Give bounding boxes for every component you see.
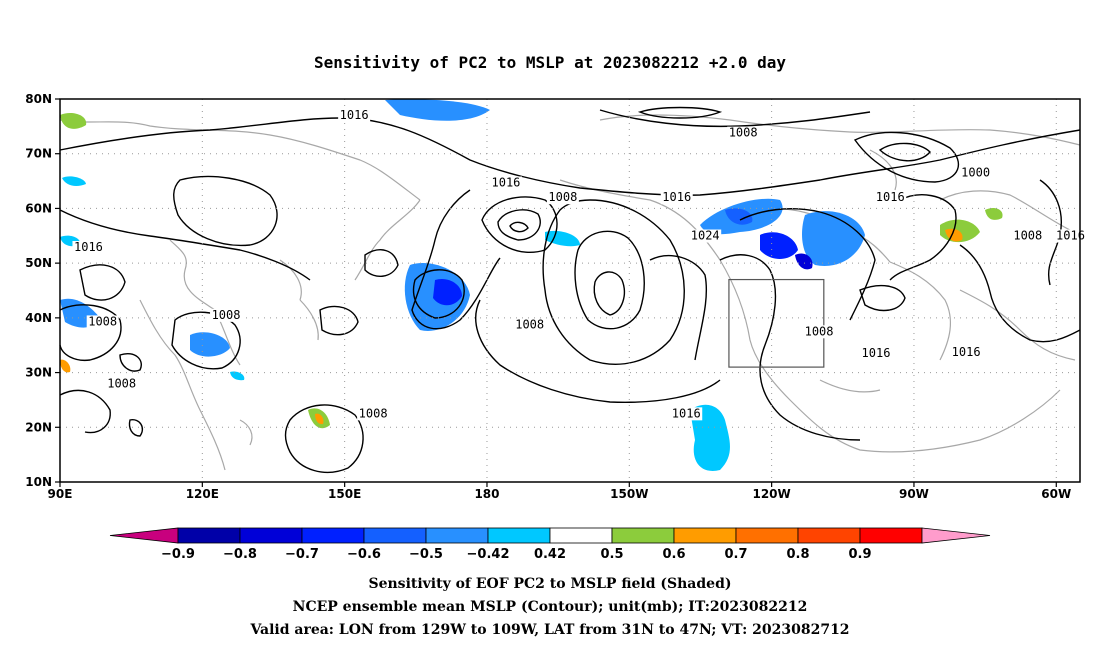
contour-label: 1008 — [1013, 229, 1042, 243]
lat-tick-label: 50N — [25, 256, 52, 270]
contour-label: 1008 — [515, 318, 544, 332]
contour-label-bg — [105, 377, 138, 391]
gridlines — [60, 99, 1080, 482]
contour-label-bg — [950, 346, 983, 360]
map-border — [59, 98, 1081, 483]
colorbar-label: −0.6 — [347, 547, 381, 562]
mslp-contours — [59, 106, 1081, 473]
colorbar-label: −0.8 — [223, 547, 257, 562]
colorbar-label: 0.42 — [534, 547, 566, 562]
lat-tick-label: 30N — [25, 366, 52, 380]
contour-label-bg — [72, 241, 105, 255]
colorbar-label: 0.9 — [848, 547, 871, 562]
contour-label: 1016 — [340, 108, 369, 122]
contour-label: 1008 — [805, 324, 834, 338]
valid-area-box — [728, 278, 825, 368]
contour-label-bg — [860, 347, 892, 361]
contour-label-bg — [86, 315, 119, 329]
colorbar-high-arrow — [921, 527, 991, 544]
contour-labels: 1016 1008 1000 1016 1016 1008 1016 1024 1016 1008… — [72, 108, 1087, 421]
figure-title: Sensitivity of PC2 to MSLP at 2023082212… — [314, 53, 786, 72]
colorbar-label: −0.42 — [467, 547, 510, 562]
colorbar-segment — [425, 527, 489, 544]
contour-label: 1008 — [88, 314, 117, 328]
contour-label-bg — [689, 229, 722, 243]
colorbar-low-arrow — [109, 527, 179, 544]
lon-tick-label: 150E — [328, 487, 361, 501]
contour-label: 1016 — [952, 345, 981, 359]
colorbar-segment — [797, 527, 861, 544]
lat-tick-label: 20N — [25, 420, 52, 434]
lat-tick-label: 70N — [25, 147, 52, 161]
contour-label-bg — [803, 325, 836, 339]
contour-label: 1008 — [107, 376, 136, 390]
contour-label-bg — [1011, 229, 1044, 243]
lon-tick-label: 180 — [474, 487, 499, 501]
sensitivity-shading — [60, 99, 1003, 471]
colorbar-segment — [239, 527, 303, 544]
contour-label-bg — [660, 191, 693, 205]
contour-label-bg — [489, 176, 522, 190]
contour-label: 1024 — [691, 229, 720, 243]
contour-label-bg — [546, 191, 579, 205]
contour-label-bg — [874, 191, 907, 205]
colorbar: −0.9 −0.8 −0.7 −0.6 −0.5 −0.42 0.42 0.5 0.6 0.7 0.… — [109, 527, 991, 562]
lon-tick-label: 120E — [186, 487, 219, 501]
colorbar-segment — [363, 527, 427, 544]
lat-tick-label: 60N — [25, 201, 52, 215]
colorbar-segment — [487, 527, 551, 544]
lon-tick-label: 120W — [752, 487, 790, 501]
colorbar-label: −0.7 — [285, 547, 319, 562]
contour-label: 1008 — [359, 406, 388, 420]
longitude-ticks: 90E 120E 150E 180 150W 120W 90W 60W — [48, 482, 1071, 501]
contour-label-bg — [1054, 229, 1087, 243]
footer-line-1: Sensitivity of EOF PC2 to MSLP field (Sh… — [368, 576, 731, 592]
colorbar-label: 0.6 — [662, 547, 685, 562]
contour-label-bg — [338, 109, 371, 123]
colorbar-label: 0.5 — [600, 547, 623, 562]
colorbar-segment — [673, 527, 737, 544]
lon-tick-label: 90W — [899, 487, 929, 501]
colorbar-segment — [735, 527, 799, 544]
map-panel: 1016 1008 1000 1016 1016 1008 1016 1024 1016 1008… — [59, 98, 1087, 483]
lon-tick-label: 60W — [1041, 487, 1071, 501]
lat-tick-label: 40N — [25, 311, 52, 325]
contour-label: 1016 — [672, 406, 701, 420]
contour-label-bg — [513, 318, 546, 332]
contour-label-bg — [959, 166, 992, 180]
footer-line-3: Valid area: LON from 129W to 109W, LAT f… — [249, 622, 849, 638]
contour-label: 1008 — [212, 308, 241, 322]
contour-label: 1016 — [1056, 229, 1085, 243]
contour-label: 1016 — [74, 240, 103, 254]
colorbar-segment — [549, 527, 613, 544]
contour-label: 1016 — [492, 175, 521, 189]
contour-label: 1000 — [961, 166, 990, 180]
contour-label-bg — [357, 407, 390, 421]
contour-label: 1016 — [662, 190, 691, 204]
footer-line-2: NCEP ensemble mean MSLP (Contour); unit(… — [293, 599, 808, 615]
colorbar-label: −0.9 — [161, 547, 195, 562]
lat-tick-label: 80N — [25, 92, 52, 106]
colorbar-segment — [177, 527, 241, 544]
contour-label: 1008 — [729, 126, 758, 140]
colorbar-segment — [859, 527, 923, 544]
colorbar-label: 0.7 — [724, 547, 747, 562]
colorbar-segment — [301, 527, 365, 544]
lon-tick-label: 90E — [48, 487, 73, 501]
contour-label-bg — [727, 126, 760, 140]
contour-label-bg — [670, 407, 703, 421]
latitude-ticks: 80N 70N 60N 50N 40N 30N 20N 10N — [25, 92, 60, 489]
colorbar-segment — [611, 527, 675, 544]
lat-tick-label: 10N — [25, 475, 52, 489]
contour-label: 1008 — [548, 190, 577, 204]
contour-label: 1016 — [862, 346, 891, 360]
contour-label: 1016 — [876, 190, 905, 204]
colorbar-label: 0.8 — [786, 547, 809, 562]
lon-tick-label: 150W — [610, 487, 648, 501]
colorbar-label: −0.5 — [409, 547, 443, 562]
contour-label-bg — [210, 308, 243, 322]
